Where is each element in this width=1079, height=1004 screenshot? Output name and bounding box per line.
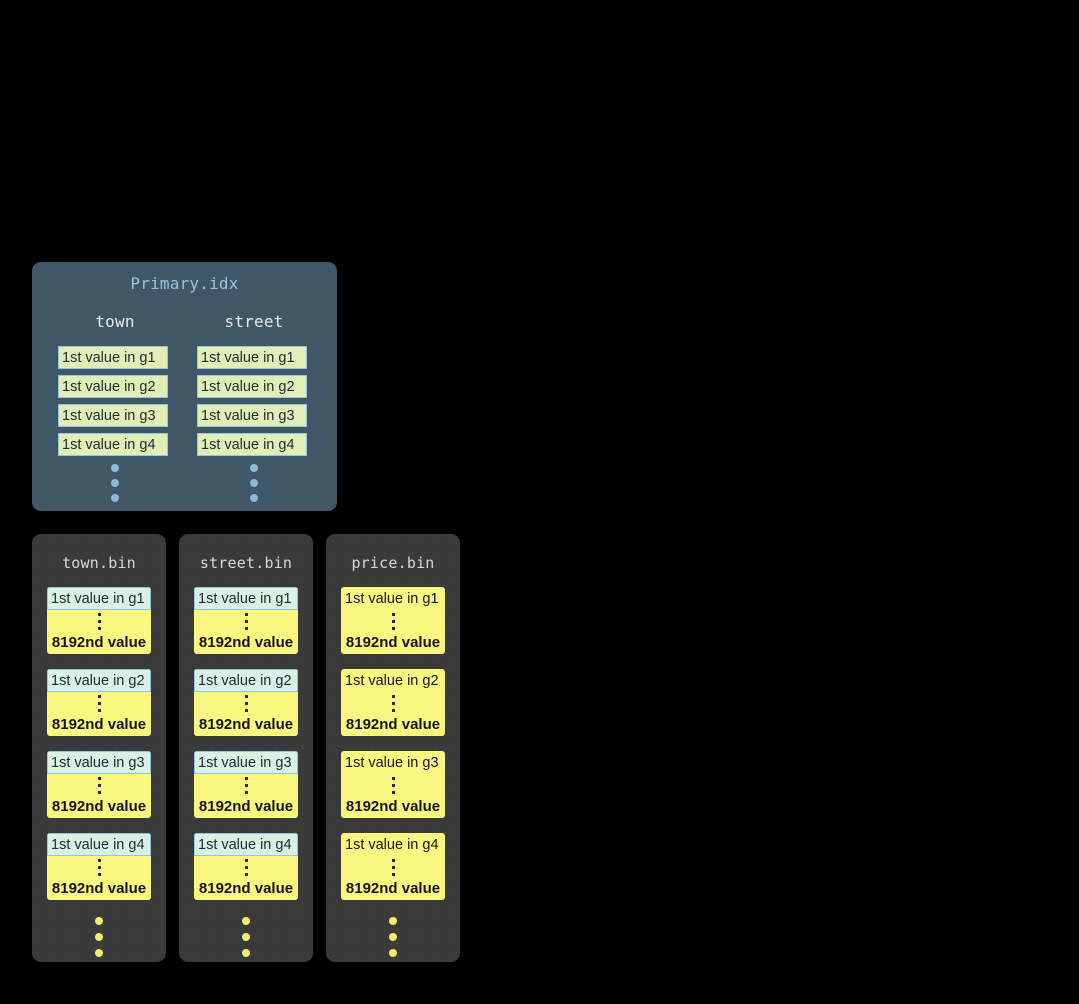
vertical-ellipsis-icon: [341, 774, 445, 799]
index-cell: 1st value in g3: [58, 404, 168, 427]
ellipsis-dot: [389, 933, 397, 941]
index-ellipsis-town: [53, 464, 177, 502]
bin-group-first-value: 1st value in g2: [47, 669, 151, 692]
vertical-ellipsis-icon: [194, 856, 298, 881]
vertical-ellipsis-icon: [47, 856, 151, 881]
index-cell: 1st value in g3: [197, 404, 307, 427]
bin-group-first-value: 1st value in g3: [194, 751, 298, 774]
bin-group-first-value: 1st value in g2: [345, 673, 439, 689]
bin-column-ellipsis: [47, 915, 151, 957]
index-ellipsis-street: [192, 464, 316, 502]
ellipsis-dot: [250, 464, 258, 472]
index-cell: 1st value in g4: [58, 433, 168, 456]
ellipsis-dot: [111, 479, 119, 487]
bin-group-first-value: 1st value in g3: [345, 755, 439, 771]
bin-group-last-value: 8192nd value: [51, 798, 147, 815]
ellipsis-dot: [111, 464, 119, 472]
ellipsis-dot: [389, 949, 397, 957]
bin-group: 1st value in g3 8192nd value: [341, 751, 445, 818]
ellipsis-dot: [250, 494, 258, 502]
bin-group-first-value: 1st value in g2: [194, 669, 298, 692]
ellipsis-dot: [95, 917, 103, 925]
ellipsis-dot: [95, 933, 103, 941]
bin-column-town: town.bin 1st value in g1 8192nd value 1s…: [32, 534, 166, 962]
bin-column-price: price.bin 1st value in g1 8192nd value 1…: [326, 534, 460, 962]
bin-group-list: 1st value in g1 8192nd value 1st value i…: [32, 587, 166, 957]
bin-group: 1st value in g3 8192nd value: [47, 751, 151, 818]
bin-group: 1st value in g1 8192nd value: [194, 587, 298, 654]
index-cell: 1st value in g1: [58, 346, 168, 369]
bin-group: 1st value in g1 8192nd value: [341, 587, 445, 654]
index-column-street: street 1st value in g1 1st value in g2 1…: [192, 312, 316, 509]
index-cell: 1st value in g2: [58, 375, 168, 398]
bin-group-last-value: 8192nd value: [51, 880, 147, 897]
bin-group-list: 1st value in g1 8192nd value 1st value i…: [179, 587, 313, 957]
vertical-ellipsis-icon: [341, 610, 445, 635]
bin-group: 1st value in g2 8192nd value: [341, 669, 445, 736]
ellipsis-dot: [242, 917, 250, 925]
bin-group: 1st value in g2 8192nd value: [194, 669, 298, 736]
bin-group-last-value: 8192nd value: [51, 634, 147, 651]
vertical-ellipsis-icon: [194, 692, 298, 717]
bin-group: 1st value in g3 8192nd value: [194, 751, 298, 818]
index-cell: 1st value in g2: [197, 375, 307, 398]
bin-group: 1st value in g4 8192nd value: [194, 833, 298, 900]
bin-group-first-value: 1st value in g1: [194, 587, 298, 610]
vertical-ellipsis-icon: [194, 774, 298, 799]
vertical-ellipsis-icon: [47, 692, 151, 717]
bin-group-last-value: 8192nd value: [51, 716, 147, 733]
bin-column-ellipsis: [341, 915, 445, 957]
bin-group-first-value: 1st value in g3: [47, 751, 151, 774]
primary-index-panel: Primary.idx town 1st value in g1 1st val…: [32, 262, 337, 511]
bin-group-first-value: 1st value in g1: [47, 587, 151, 610]
bin-group-last-value: 8192nd value: [198, 716, 294, 733]
ellipsis-dot: [389, 917, 397, 925]
bin-group-first-value: 1st value in g4: [194, 833, 298, 856]
bin-column-header-price: price.bin: [351, 554, 435, 572]
bin-group-first-value: 1st value in g1: [345, 591, 439, 607]
bin-column-header-town: town.bin: [62, 554, 136, 572]
ellipsis-dot: [242, 949, 250, 957]
ellipsis-dot: [95, 949, 103, 957]
bin-group-first-value: 1st value in g4: [47, 833, 151, 856]
vertical-ellipsis-icon: [341, 692, 445, 717]
bin-group: 1st value in g4 8192nd value: [341, 833, 445, 900]
vertical-ellipsis-icon: [341, 856, 445, 881]
bin-group-list: 1st value in g1 8192nd value 1st value i…: [326, 587, 460, 957]
bin-group-last-value: 8192nd value: [198, 880, 294, 897]
index-cell: 1st value in g4: [197, 433, 307, 456]
vertical-ellipsis-icon: [47, 774, 151, 799]
index-cell: 1st value in g1: [197, 346, 307, 369]
vertical-ellipsis-icon: [47, 610, 151, 635]
ellipsis-dot: [250, 479, 258, 487]
bin-column-header-street: street.bin: [199, 554, 293, 572]
bin-group-last-value: 8192nd value: [345, 880, 441, 897]
vertical-ellipsis-icon: [194, 610, 298, 635]
primary-index-title: Primary.idx: [130, 274, 239, 293]
index-column-town: town 1st value in g1 1st value in g2 1st…: [53, 312, 177, 509]
bin-group: 1st value in g4 8192nd value: [47, 833, 151, 900]
bin-group-first-value: 1st value in g4: [345, 837, 439, 853]
bin-group-last-value: 8192nd value: [345, 716, 441, 733]
bin-group-last-value: 8192nd value: [198, 798, 294, 815]
bin-column-ellipsis: [194, 915, 298, 957]
bin-group: 1st value in g1 8192nd value: [47, 587, 151, 654]
ellipsis-dot: [111, 494, 119, 502]
bin-group: 1st value in g2 8192nd value: [47, 669, 151, 736]
index-column-header-street: street: [224, 312, 284, 331]
bin-group-last-value: 8192nd value: [345, 634, 441, 651]
bin-column-street: street.bin 1st value in g1 8192nd value …: [179, 534, 313, 962]
bin-group-last-value: 8192nd value: [198, 634, 294, 651]
ellipsis-dot: [242, 933, 250, 941]
bin-group-last-value: 8192nd value: [345, 798, 441, 815]
index-column-header-town: town: [95, 312, 135, 331]
